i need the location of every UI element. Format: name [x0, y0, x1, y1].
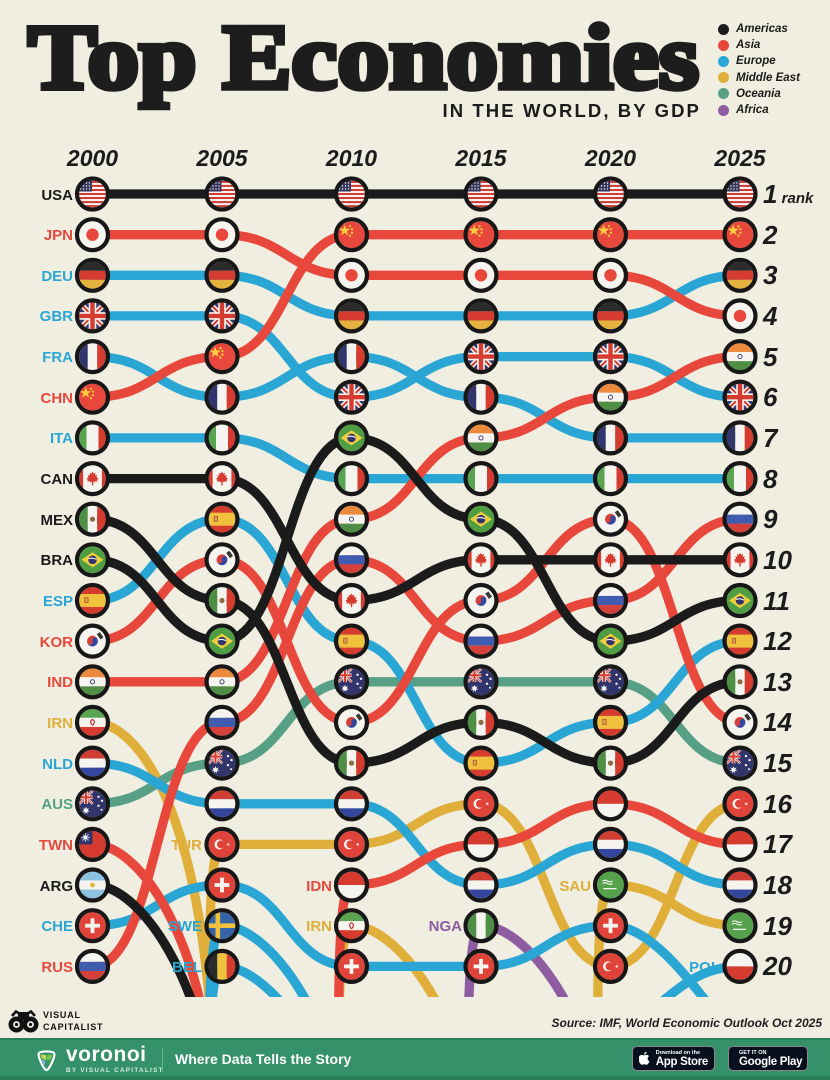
svg-text:BEL: BEL [172, 959, 202, 976]
svg-text:6: 6 [763, 382, 778, 412]
svg-text:8: 8 [763, 464, 778, 494]
svg-text:9: 9 [763, 504, 778, 534]
svg-text:4: 4 [762, 301, 778, 331]
svg-text:12: 12 [763, 626, 792, 656]
svg-text:2020: 2020 [584, 145, 636, 171]
svg-text:7: 7 [763, 423, 779, 453]
svg-text:14: 14 [763, 707, 792, 737]
svg-text:CHE: CHE [41, 918, 73, 935]
svg-text:CAN: CAN [41, 471, 74, 488]
svg-text:18: 18 [763, 870, 792, 900]
svg-text:11: 11 [763, 586, 790, 616]
svg-text:2015: 2015 [454, 145, 507, 171]
svg-text:IDN: IDN [306, 878, 332, 895]
svg-text:TWN: TWN [39, 837, 73, 854]
svg-text:MEX: MEX [40, 512, 73, 529]
svg-text:10: 10 [763, 545, 792, 575]
svg-text:NGA: NGA [429, 918, 463, 935]
svg-text:CHN: CHN [41, 390, 74, 407]
svg-text:2025: 2025 [713, 145, 766, 171]
svg-text:2005: 2005 [195, 145, 248, 171]
svg-text:5: 5 [763, 342, 778, 372]
svg-text:2: 2 [762, 220, 778, 250]
svg-text:AUS: AUS [41, 796, 73, 813]
svg-text:IRN: IRN [47, 715, 73, 732]
svg-text:NLD: NLD [42, 756, 73, 773]
svg-text:ITA: ITA [50, 430, 73, 447]
svg-text:IRN: IRN [306, 918, 332, 935]
svg-text:IND: IND [47, 674, 73, 691]
svg-text:JPN: JPN [44, 227, 73, 244]
svg-text:17: 17 [763, 829, 793, 859]
svg-text:ARG: ARG [40, 878, 73, 895]
svg-text:POL: POL [689, 959, 720, 976]
svg-text:2010: 2010 [325, 145, 377, 171]
svg-text:2000: 2000 [66, 145, 118, 171]
svg-text:SWE: SWE [168, 918, 202, 935]
svg-text:FRA: FRA [42, 349, 73, 366]
svg-text:USA: USA [41, 187, 73, 204]
svg-text:Top Economies: Top Economies [28, 6, 699, 108]
svg-text:RUS: RUS [41, 959, 73, 976]
svg-text:3: 3 [763, 260, 778, 290]
svg-text:15: 15 [763, 748, 792, 778]
svg-text:16: 16 [763, 789, 792, 819]
svg-text:KOR: KOR [40, 634, 74, 651]
svg-text:DEU: DEU [41, 268, 73, 285]
svg-text:TUR: TUR [171, 837, 202, 854]
svg-text:13: 13 [763, 667, 792, 697]
svg-text:GBR: GBR [40, 308, 74, 325]
svg-text:SAU: SAU [559, 878, 591, 895]
svg-text:20: 20 [762, 951, 792, 981]
svg-text:19: 19 [763, 911, 792, 941]
svg-text:BRA: BRA [41, 552, 74, 569]
svg-text:1 rank: 1 rank [763, 179, 814, 209]
svg-text:ESP: ESP [43, 593, 73, 610]
